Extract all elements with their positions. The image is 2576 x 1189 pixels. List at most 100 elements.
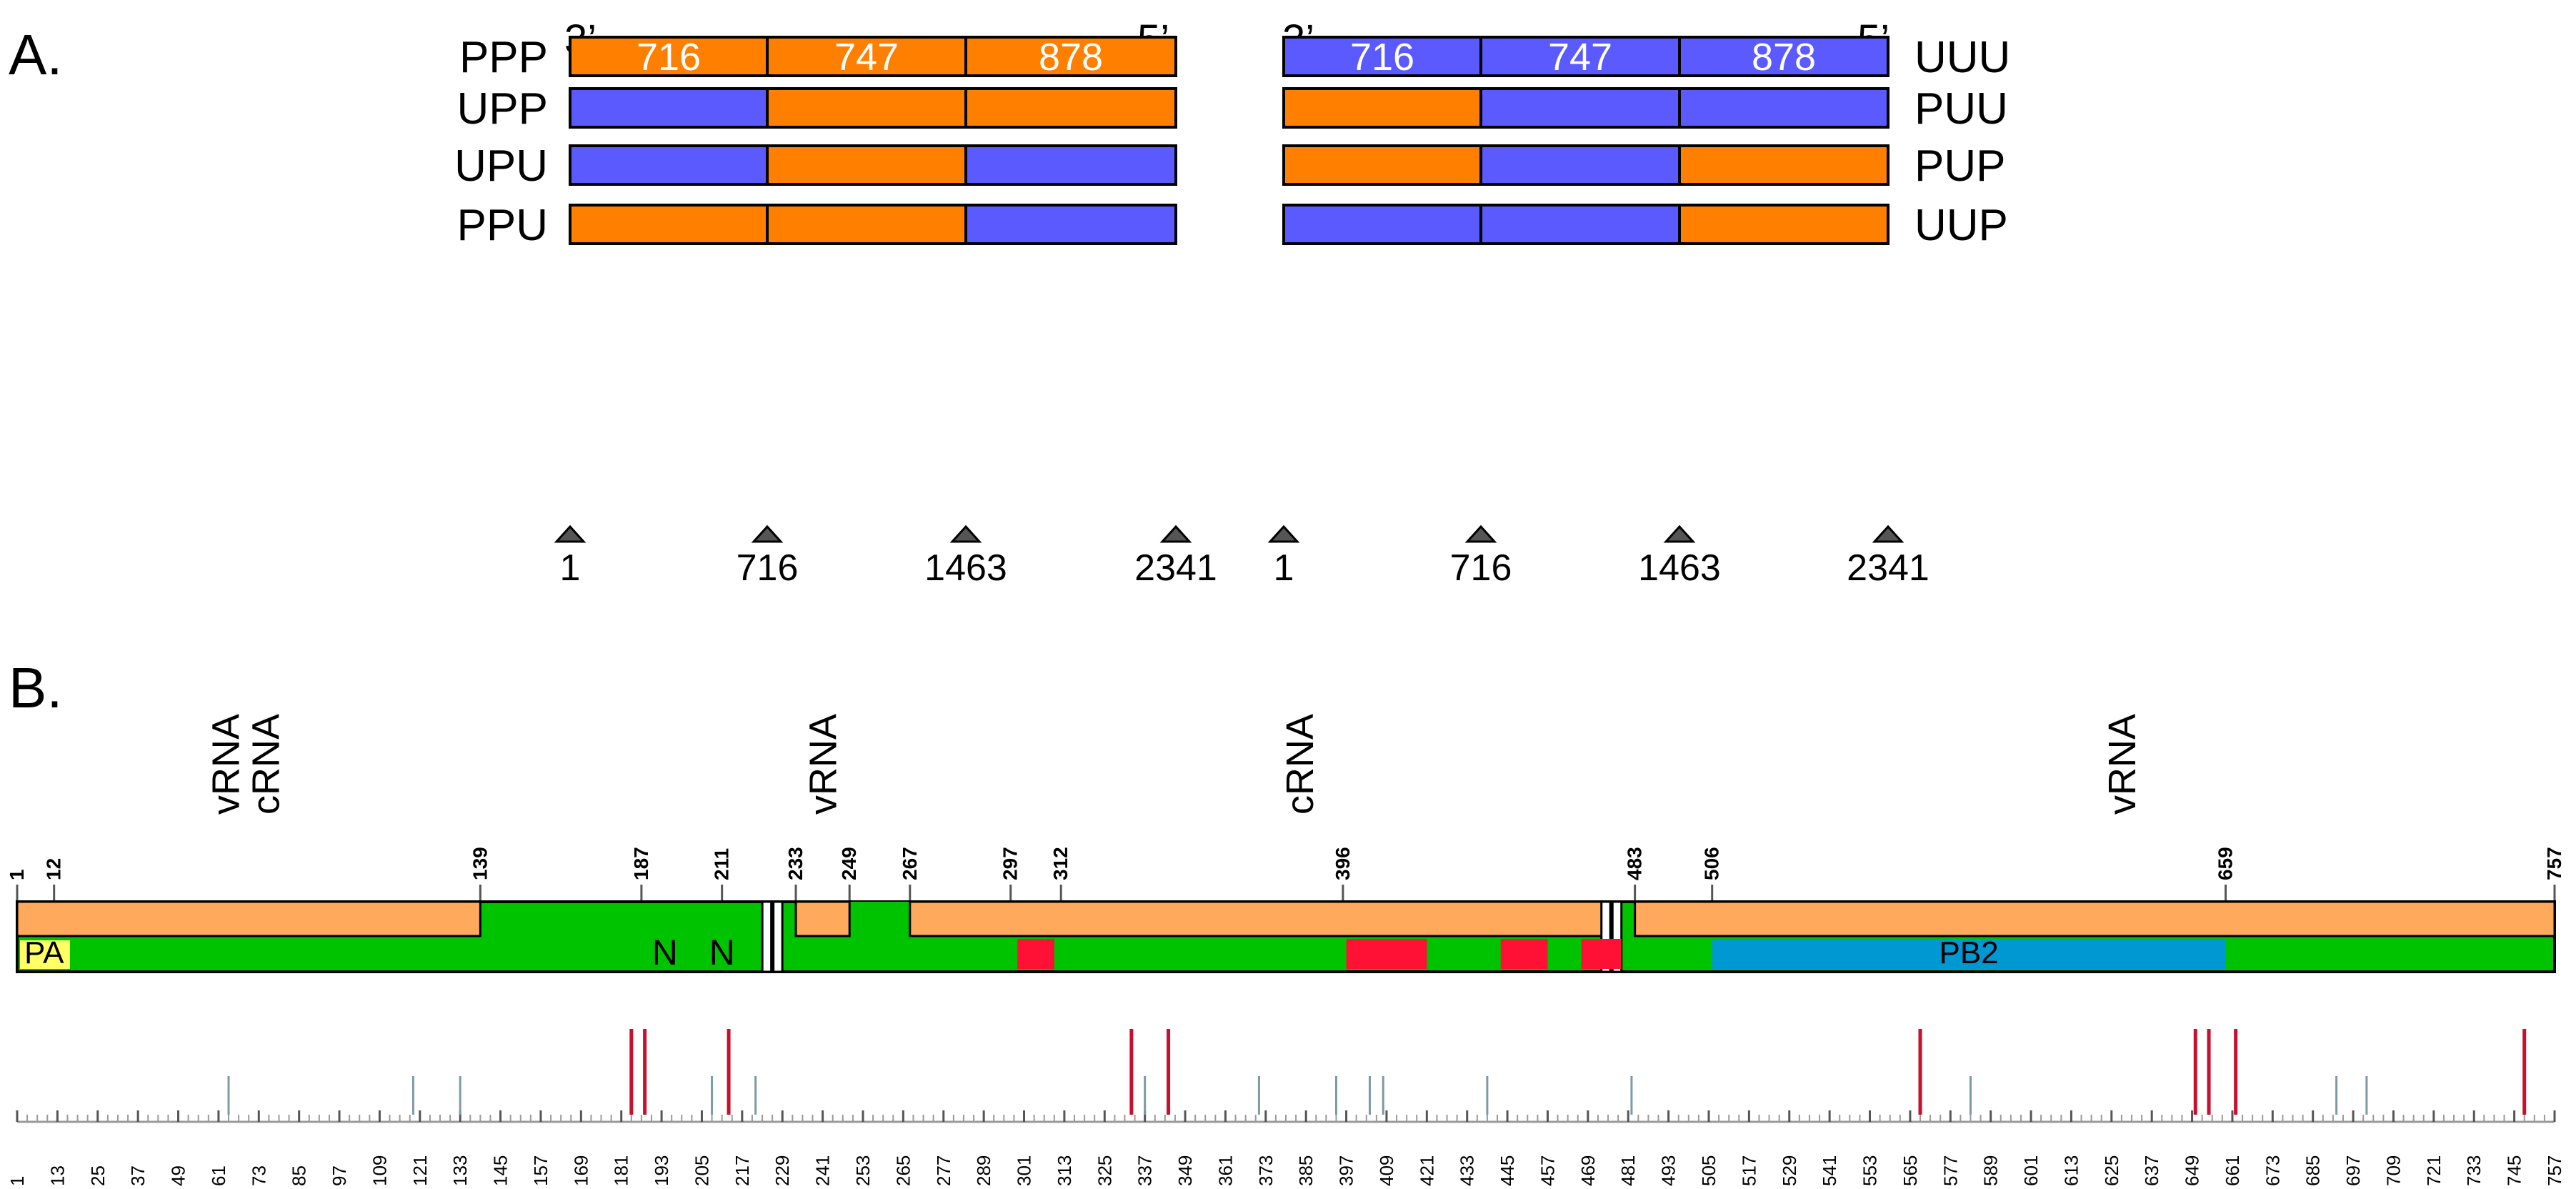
ruler-tick-label: 253 [852,1155,874,1186]
region-label: vRNA [2101,714,2144,815]
position-mark-label: 396 [1332,847,1354,880]
ruler-tick-label: 625 [2101,1155,2122,1186]
panel-b-label: B. [9,656,63,720]
ruler-tick-label: 469 [1577,1155,1599,1186]
ruler-tick-label: 85 [289,1165,310,1186]
ruler-tick-label: 397 [1336,1155,1357,1186]
orange-segment [909,900,1613,937]
segment-block [1282,144,1482,186]
row-label-left: PPP [459,33,548,82]
position-label: 716 [737,547,799,589]
right-construct-bar [1282,144,1889,186]
segment-block [1282,204,1482,245]
ruler-tick-label: 649 [2182,1155,2203,1186]
panel-a-label: A. [9,23,63,86]
orange-segment [794,900,851,937]
ruler-tick-label: 673 [2262,1155,2283,1186]
n-label: N [709,932,735,972]
row-label-left: PPU [457,201,548,250]
panel-a: A. 3’ 5’ 3’ 5’ PPP716747878UPPUPUPPU7167… [9,16,2010,589]
pa-box [20,940,70,969]
segment-block [569,144,769,186]
position-mark-label: 233 [784,847,807,880]
orange-segment [16,900,481,937]
position-mark-label: 12 [43,858,65,880]
ruler-tick-label: 277 [933,1155,954,1186]
segment-separator [761,900,784,973]
segment-number: 747 [834,36,899,79]
position-mark-label: 249 [838,847,860,880]
ruler-tick-label: 553 [1859,1155,1881,1186]
ruler-tick-label: 493 [1658,1155,1679,1186]
segment-number: 716 [1350,36,1414,79]
position-marks: 1 12 139 187 211 233 249 267 297 312 396 483 506 659 7… [6,847,2565,902]
position-marker: 1463 [1638,524,1721,589]
position-mark-label: 139 [469,847,491,880]
left-construct-bar [569,204,1177,245]
position-mark-label: 757 [2543,847,2565,880]
ruler-tick-label: 565 [1899,1155,1921,1186]
ruler-tick-label: 541 [1819,1155,1840,1186]
position-label: 716 [1450,547,1512,589]
segment-block [1479,144,1681,186]
right-construct-bar: 716 747 878 [1282,36,1889,79]
left-construct-bar [569,87,1177,129]
row-label-right: UUP [1914,201,2008,250]
position-marker: 2341 [1134,524,1217,589]
segment-number: 878 [1039,36,1103,79]
position-marker: 716 [1450,524,1512,589]
ruler-tick-label: 445 [1497,1155,1518,1186]
region-label: vRNA [802,714,845,815]
ruler-tick-label: 97 [329,1165,350,1186]
ruler-tick-label: 685 [2302,1155,2324,1186]
ruler-tick-label: 301 [1014,1155,1035,1186]
ruler-tick-label: 133 [449,1155,471,1186]
position-mark-label: 1 [6,869,28,880]
ruler-tick-label: 385 [1295,1155,1317,1186]
segment-number: 747 [1548,36,1612,79]
ruler-tick-label: 361 [1214,1155,1236,1186]
position-marker: 716 [737,524,799,589]
ruler-tick-label: 193 [651,1155,672,1186]
pb2-label: PB2 [1940,935,1999,970]
segment-block [1282,36,1482,77]
position-label: 1463 [924,547,1007,589]
ruler-tick-label: 697 [2342,1155,2364,1186]
row-label-right: PUU [1914,84,2008,134]
ruler-tick-label: 181 [611,1155,632,1186]
position-mark-label: 506 [1701,847,1723,880]
ruler-tick-label: 637 [2141,1155,2162,1186]
ruler-tick-label: 577 [1940,1155,1961,1186]
ruler-tick-label: 289 [973,1155,994,1186]
segment-block [1479,87,1681,129]
ruler-tick-label: 121 [409,1155,431,1186]
red-box [1581,939,1622,969]
ruler-tick-label: 229 [772,1155,793,1186]
right-position-axis: 1 716 1463 2341 [1267,524,1929,589]
segment-block [1479,204,1681,245]
segment-block [569,87,769,129]
position-triangle-icon [1159,524,1192,543]
ruler-tick-label: 505 [1698,1155,1719,1186]
segment-block [964,87,1177,129]
position-mark-label: 659 [2215,847,2237,880]
ruler-tick-label: 1 [6,1176,28,1186]
ruler-tick-label: 265 [892,1155,914,1186]
position-triangle-icon [1663,524,1696,543]
row-label-right: PUP [1914,141,2005,191]
position-triangle-icon [1464,524,1497,543]
region-label: cRNA [245,714,288,815]
segment-block [766,144,967,186]
segment-block [1678,204,1889,245]
ruler-tick-label: 169 [570,1155,591,1186]
orange-segment [1634,900,2556,937]
segment-block [964,36,1177,77]
ruler-tick-label: 205 [691,1155,712,1186]
position-triangle-icon [1872,524,1904,543]
position-label: 1 [560,547,581,589]
segment-block [766,36,967,77]
red-box [1017,939,1054,969]
